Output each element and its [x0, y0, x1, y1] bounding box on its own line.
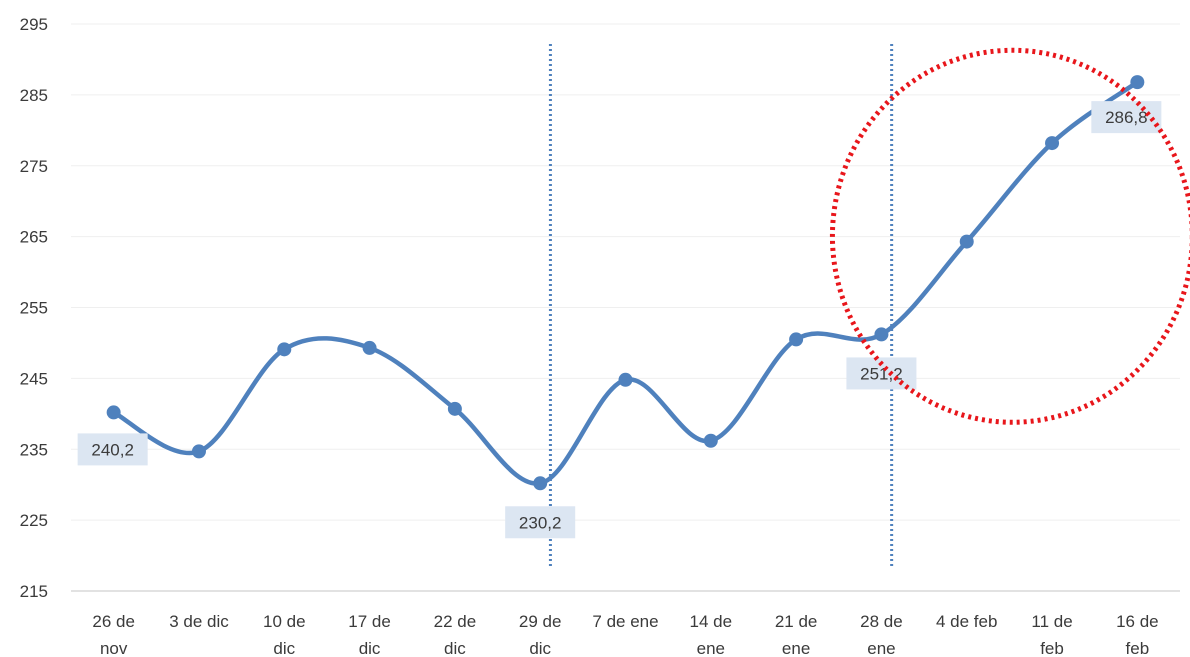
data-label: 240,2 [91, 440, 134, 459]
data-point [447, 401, 462, 416]
data-label: 251,2 [860, 364, 903, 383]
data-label: 230,2 [519, 513, 562, 532]
reference-lines [548, 44, 894, 568]
data-point [1130, 75, 1145, 90]
data-point [362, 340, 377, 355]
y-tick-label: 265 [20, 228, 48, 247]
y-tick-label: 215 [20, 582, 48, 601]
data-point [533, 476, 548, 491]
data-point [874, 327, 889, 342]
data-label-box [505, 506, 576, 539]
gridlines [71, 23, 1180, 592]
series-line [111, 79, 1140, 486]
y-tick-label: 245 [20, 369, 48, 388]
x-tick-label: 14 de ene [690, 612, 733, 657]
data-label-box [77, 433, 148, 466]
y-tick-label: 235 [20, 440, 48, 459]
x-tick-label: 4 de feb [936, 612, 997, 631]
data-point [618, 372, 633, 387]
data-labels: 240,2 230,2 251,2 286,8 [77, 101, 1162, 539]
x-tick-label: 22 de dic [434, 612, 477, 657]
data-point [1045, 136, 1060, 151]
x-tick-label: 26 de nov [92, 612, 135, 657]
x-tick-label: 29 de dic [519, 612, 562, 657]
x-tick-label: 21 de ene [775, 612, 818, 657]
y-tick-label: 225 [20, 511, 48, 530]
y-tick-label: 295 [20, 15, 48, 34]
data-point [789, 332, 804, 347]
data-point [277, 342, 292, 357]
x-tick-label: 28 de ene [860, 612, 903, 657]
data-label: 286,8 [1105, 108, 1148, 127]
x-tick-label: 7 de ene [592, 612, 658, 631]
x-tick-label: 17 de dic [348, 612, 391, 657]
x-tick-label: 3 de dic [169, 612, 229, 631]
data-point [703, 433, 718, 448]
x-tick-label: 10 de dic [263, 612, 306, 657]
y-tick-label: 255 [20, 299, 48, 318]
series-markers [106, 75, 1145, 491]
x-tick-label: 16 de feb [1116, 612, 1159, 657]
data-point [106, 405, 121, 420]
data-label-box [1091, 101, 1162, 134]
x-tick-label: 11 de feb [1031, 612, 1072, 657]
data-point [191, 444, 206, 459]
y-tick-label: 275 [20, 157, 48, 176]
y-axis-tick-labels: 295 285 275 265 255 245 235 225 215 [20, 15, 48, 601]
x-axis-tick-labels: 26 de nov 3 de dic 10 de dic 17 de dic 22 de dic… [92, 612, 1158, 657]
y-tick-label: 285 [20, 86, 48, 105]
data-point [959, 234, 974, 249]
highlight-ellipse [829, 47, 1190, 425]
